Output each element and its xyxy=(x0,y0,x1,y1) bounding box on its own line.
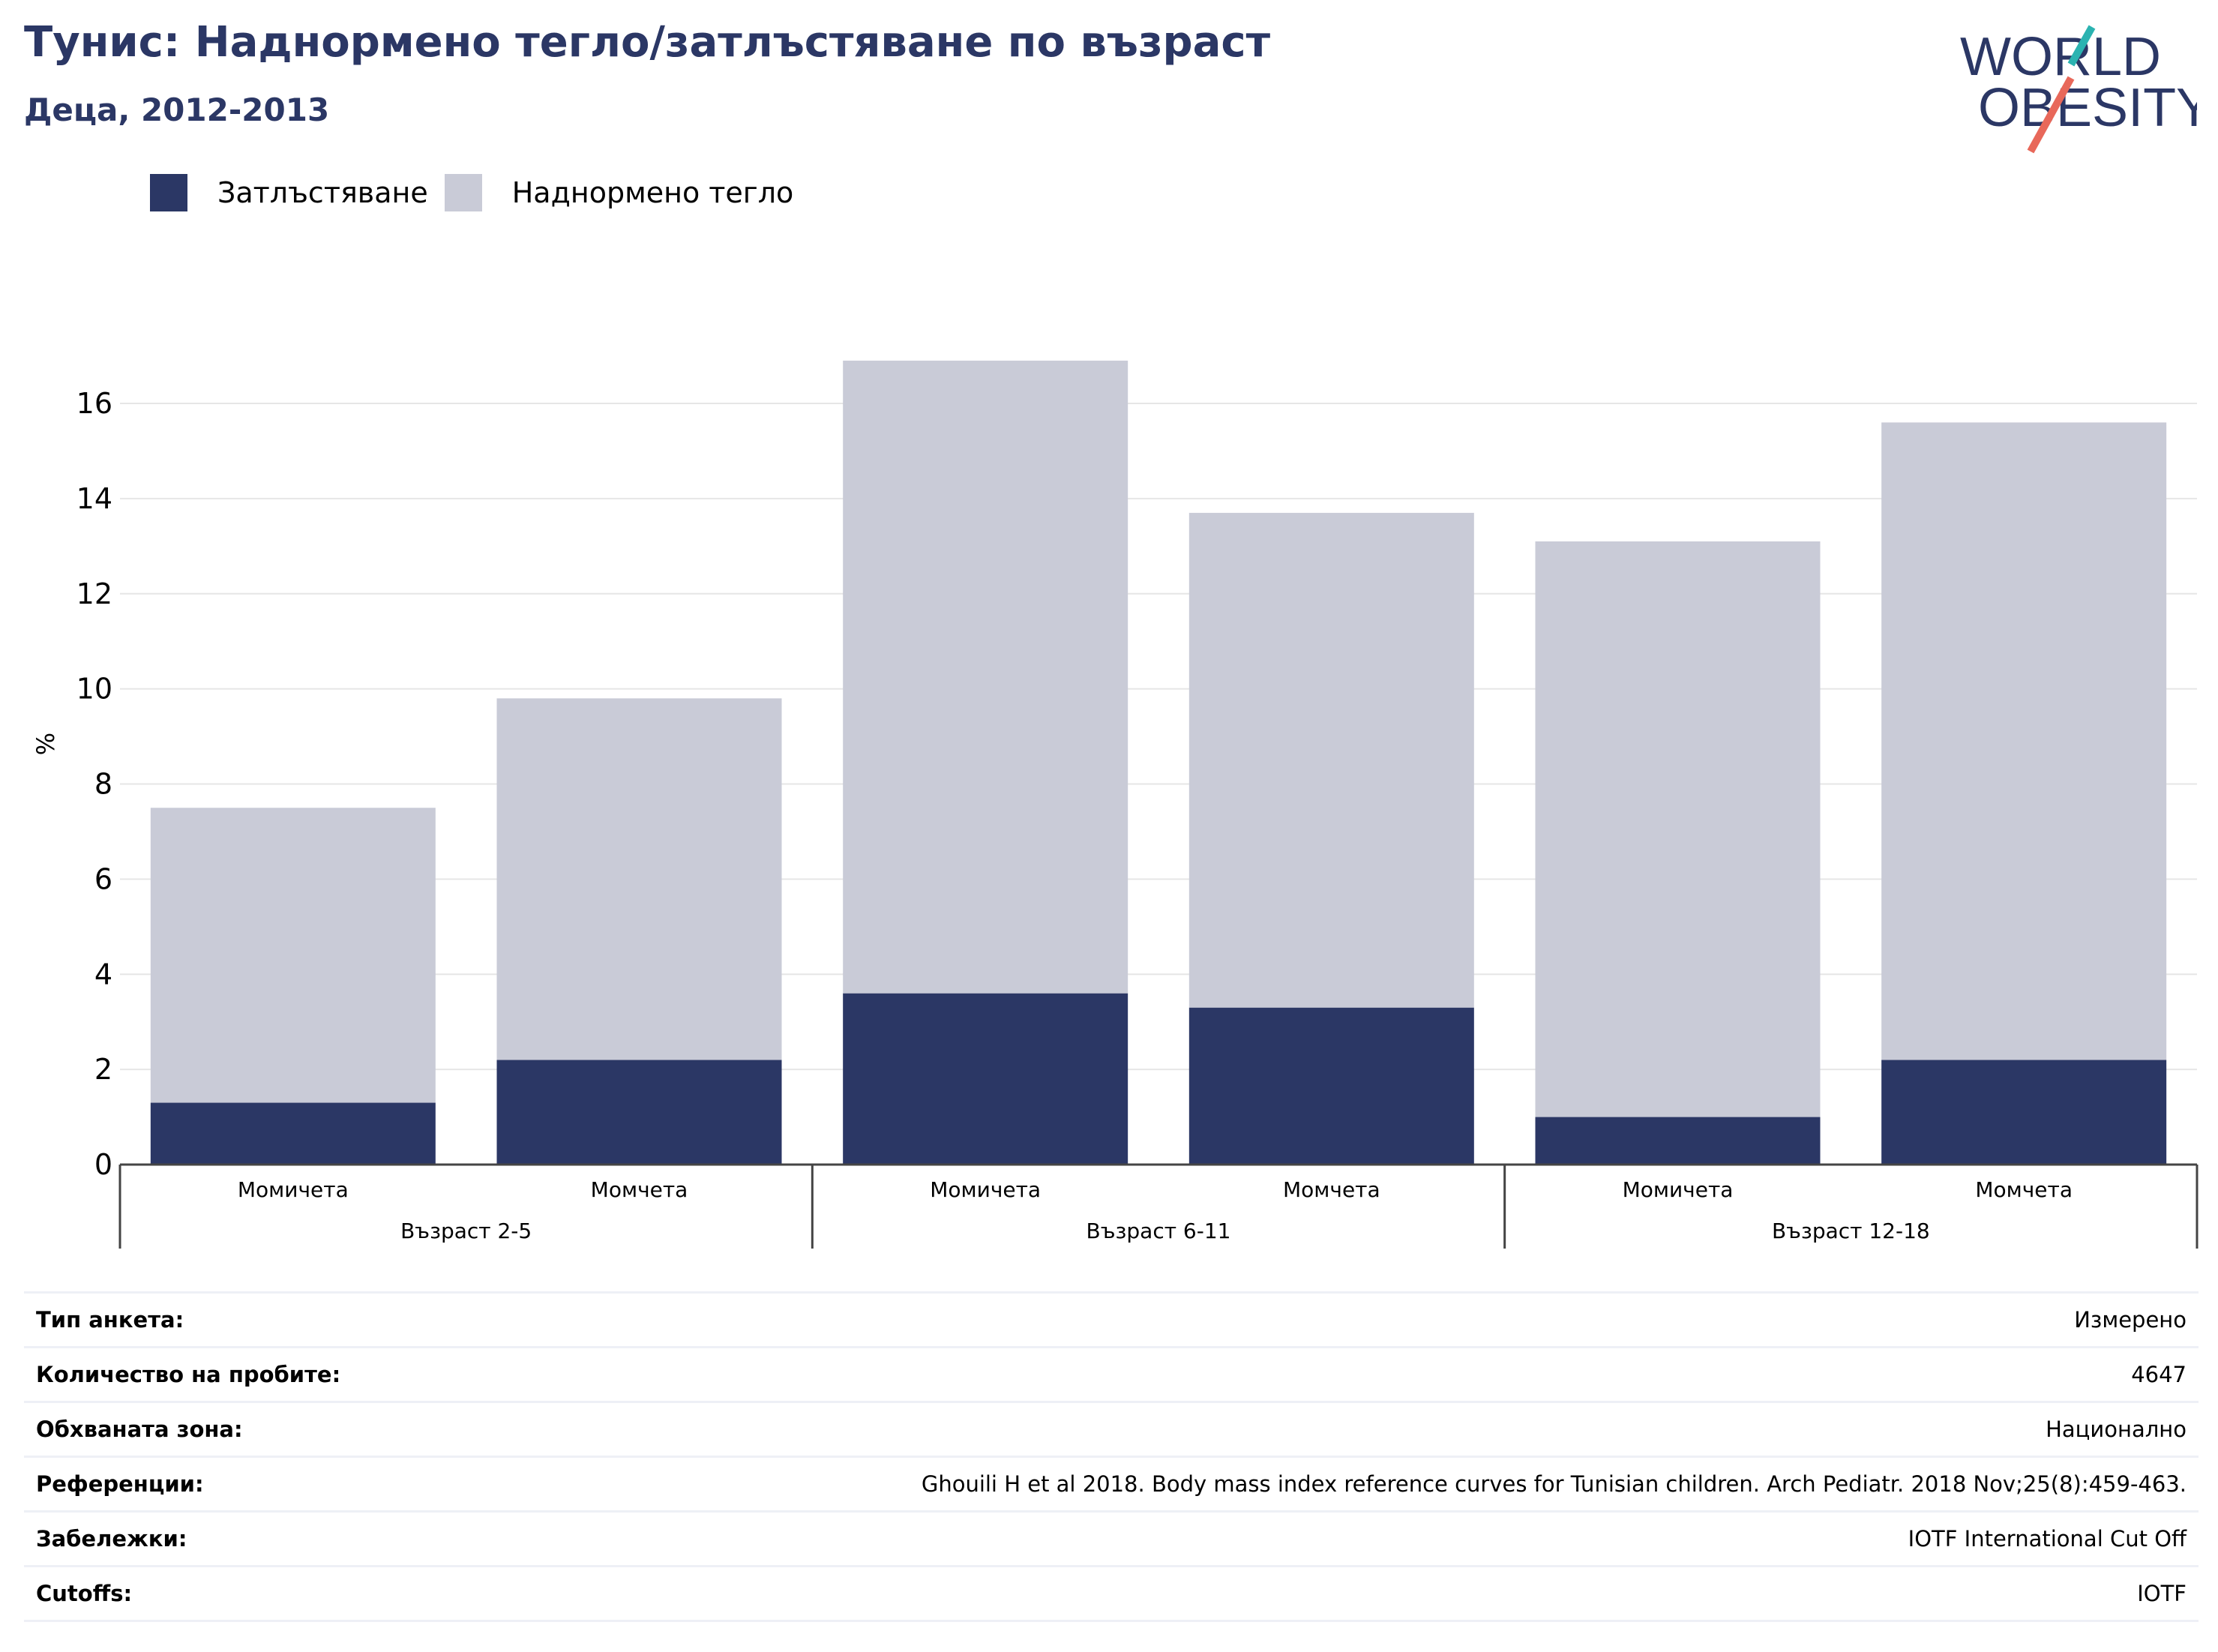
y-tick-label: 2 xyxy=(94,1053,112,1086)
chart-title: Тунис: Наднормено тегло/затлъстяване по … xyxy=(24,18,1271,67)
bar-overweight xyxy=(150,808,436,1103)
bar-obesity xyxy=(496,1060,782,1165)
info-label: Количество на пробите: xyxy=(24,1346,466,1403)
x-category-label: Момичета xyxy=(238,1177,349,1202)
y-tick-label: 16 xyxy=(76,387,112,420)
info-value: IOTF International Cut Off xyxy=(466,1510,2199,1567)
x-category-label: Момичета xyxy=(1623,1177,1734,1202)
y-tick-label: 12 xyxy=(76,577,112,610)
info-label: Обхваната зона: xyxy=(24,1401,466,1458)
info-label: Тип анкета: xyxy=(24,1291,466,1348)
legend-swatch-obesity xyxy=(150,174,187,211)
y-tick-label: 4 xyxy=(94,958,112,991)
logo-slash-bottom xyxy=(2027,76,2075,154)
info-label: Cutoffs: xyxy=(24,1565,466,1622)
bar-obesity xyxy=(1188,1007,1474,1165)
info-row-cutoffs: Cutoffs: IOTF xyxy=(24,1565,2199,1622)
x-group-label: Възраст 6-11 xyxy=(1087,1219,1231,1243)
y-tick-label: 0 xyxy=(94,1148,112,1181)
info-value: IOTF xyxy=(466,1565,2199,1622)
bar-obesity xyxy=(1881,1060,2167,1165)
legend-label-obesity: Затлъстяване xyxy=(217,176,428,209)
bar-overweight xyxy=(496,698,782,1060)
y-tick-label: 6 xyxy=(94,862,112,895)
y-tick-label: 10 xyxy=(76,673,112,706)
info-label: Забележки: xyxy=(24,1510,466,1567)
bar-overweight xyxy=(1535,541,1821,1117)
y-axis-label: % xyxy=(31,733,60,755)
legend-swatch-overweight xyxy=(444,174,482,211)
info-row-references: Референции: Ghouili H et al 2018. Body m… xyxy=(24,1456,2199,1513)
bar-obesity xyxy=(1535,1117,1821,1165)
info-label: Референции: xyxy=(24,1456,466,1513)
logo-line2: OBESITY xyxy=(1978,78,2197,138)
x-group-label: Възраст 12-18 xyxy=(1772,1219,1930,1243)
x-group-label: Възраст 2-5 xyxy=(400,1219,532,1243)
world-obesity-logo: WORLD OBESITY xyxy=(1960,25,2197,154)
bar-overweight xyxy=(1881,422,2167,1060)
info-row-area: Обхваната зона: Национално xyxy=(24,1401,2199,1458)
x-category-label: Момчета xyxy=(1283,1177,1380,1202)
x-category-label: Момичета xyxy=(930,1177,1041,1202)
info-value: Национално xyxy=(466,1401,2199,1458)
bar-overweight xyxy=(843,360,1128,994)
info-value: 4647 xyxy=(466,1346,2199,1403)
info-value: Ghouili H et al 2018. Body mass index re… xyxy=(466,1456,2199,1513)
logo-slash-top xyxy=(2067,25,2096,67)
info-row-notes: Забележки: IOTF International Cut Off xyxy=(24,1510,2199,1567)
info-row-sample-size: Количество на пробите: 4647 xyxy=(24,1346,2199,1403)
x-category-label: Момчета xyxy=(591,1177,688,1202)
y-tick-label: 14 xyxy=(76,482,112,515)
logo-line1: WORLD xyxy=(1960,27,2161,87)
chart-legend: Затлъстяване Наднормено тегло xyxy=(150,174,810,211)
chart-subtitle: Деца, 2012-2013 xyxy=(24,91,330,128)
bar-obesity xyxy=(843,993,1128,1165)
survey-info-table: Тип анкета: Измерено Количество на проби… xyxy=(24,1291,2199,1622)
legend-item-overweight: Наднормено тегло xyxy=(444,174,794,211)
info-row-survey-type: Тип анкета: Измерено xyxy=(24,1291,2199,1348)
x-category-label: Момчета xyxy=(1975,1177,2073,1202)
bar-chart: 0 2 4 6 8 10 12 14 16% Момичета Момчета Момичета Мом… xyxy=(31,360,2199,1249)
bar-overweight xyxy=(1188,512,1474,1008)
legend-label-overweight: Наднормено тегло xyxy=(511,176,794,209)
bar-obesity xyxy=(150,1102,436,1165)
info-value: Измерено xyxy=(466,1291,2199,1348)
y-tick-label: 8 xyxy=(94,768,112,801)
legend-item-obesity: Затлъстяване xyxy=(150,174,428,211)
